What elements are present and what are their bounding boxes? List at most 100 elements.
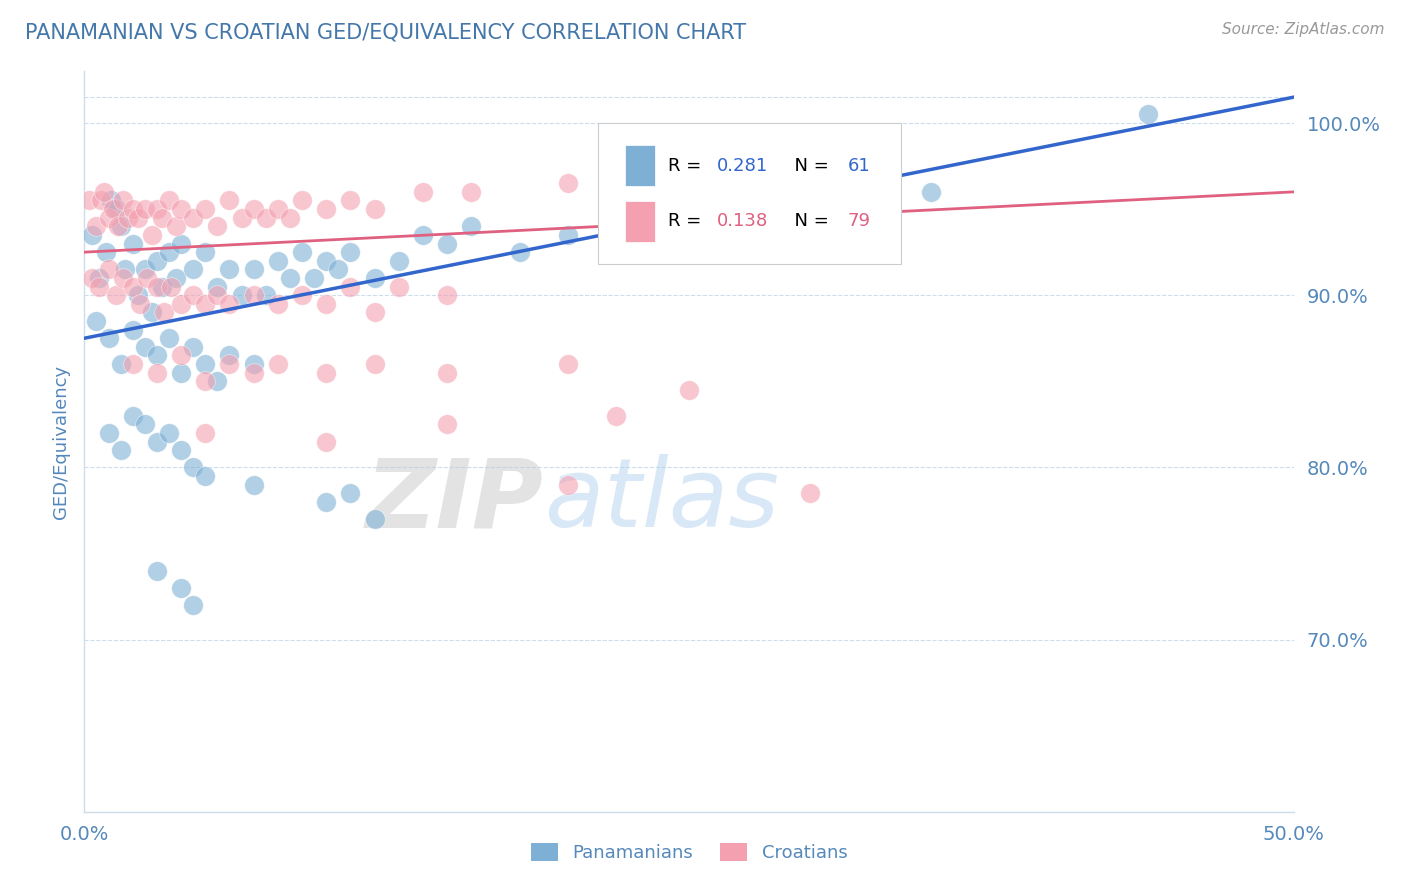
Point xyxy=(103,202,125,216)
Point xyxy=(94,245,117,260)
Point xyxy=(146,348,169,362)
Point xyxy=(134,262,156,277)
Point xyxy=(165,271,187,285)
Point xyxy=(107,219,129,234)
Point xyxy=(315,366,337,380)
Point xyxy=(157,331,180,345)
Point xyxy=(146,434,169,449)
Point xyxy=(557,357,579,371)
Point xyxy=(436,366,458,380)
Point xyxy=(110,219,132,234)
Text: Source: ZipAtlas.com: Source: ZipAtlas.com xyxy=(1222,22,1385,37)
Point xyxy=(170,443,193,458)
Point xyxy=(267,297,290,311)
Point xyxy=(218,357,240,371)
Point xyxy=(291,245,314,260)
Point xyxy=(97,425,120,440)
Point xyxy=(97,331,120,345)
Point xyxy=(121,279,143,293)
Point xyxy=(231,288,253,302)
Point xyxy=(751,202,773,216)
Point xyxy=(231,211,253,225)
Point xyxy=(77,194,100,208)
Text: N =: N = xyxy=(783,212,835,230)
Point xyxy=(557,227,579,242)
Point xyxy=(93,185,115,199)
Point xyxy=(110,357,132,371)
Point xyxy=(254,288,277,302)
Point xyxy=(181,211,204,225)
Point xyxy=(127,211,149,225)
Point xyxy=(165,219,187,234)
Point xyxy=(170,297,193,311)
Point xyxy=(141,305,163,319)
Point xyxy=(181,598,204,612)
Point xyxy=(678,383,700,397)
Point xyxy=(339,245,361,260)
Point xyxy=(194,245,217,260)
Point xyxy=(267,357,290,371)
Point xyxy=(799,486,821,500)
Text: R =: R = xyxy=(668,212,707,230)
Point xyxy=(141,227,163,242)
Legend: Panamanians, Croatians: Panamanians, Croatians xyxy=(523,836,855,870)
Point xyxy=(207,219,229,234)
Point xyxy=(104,288,127,302)
Point xyxy=(315,202,337,216)
Point xyxy=(436,288,458,302)
Point xyxy=(363,305,385,319)
Point xyxy=(112,271,135,285)
Point xyxy=(339,279,361,293)
Text: atlas: atlas xyxy=(544,454,779,548)
Point xyxy=(170,581,193,595)
Point xyxy=(218,348,240,362)
Point xyxy=(242,262,264,277)
Text: R =: R = xyxy=(668,157,707,175)
Point xyxy=(104,202,127,216)
Point xyxy=(328,262,350,277)
Point xyxy=(87,279,110,293)
Point xyxy=(112,194,135,208)
Point xyxy=(129,297,152,311)
Point xyxy=(157,425,180,440)
Point xyxy=(207,374,229,388)
Point xyxy=(146,564,169,578)
Point xyxy=(86,314,108,328)
Point xyxy=(90,194,112,208)
Point xyxy=(134,340,156,354)
Point xyxy=(302,271,325,285)
Point xyxy=(315,297,337,311)
Point xyxy=(194,425,217,440)
Point xyxy=(181,288,204,302)
Point xyxy=(242,357,264,371)
Point xyxy=(605,409,627,423)
Point xyxy=(121,236,143,251)
Point xyxy=(134,417,156,432)
Point xyxy=(80,271,103,285)
Point xyxy=(315,495,337,509)
Point xyxy=(121,357,143,371)
Point xyxy=(436,417,458,432)
Point xyxy=(86,219,108,234)
Bar xyxy=(624,201,655,242)
Point xyxy=(194,202,217,216)
Point xyxy=(920,185,942,199)
Point xyxy=(194,357,217,371)
Point xyxy=(412,227,434,242)
Point xyxy=(242,202,264,216)
Point xyxy=(242,477,264,491)
Point xyxy=(436,236,458,251)
Point xyxy=(194,374,217,388)
Point xyxy=(97,262,120,277)
Point xyxy=(799,194,821,208)
Point xyxy=(557,176,579,190)
Point xyxy=(114,262,136,277)
FancyBboxPatch shape xyxy=(599,123,901,264)
Point xyxy=(87,271,110,285)
Point xyxy=(194,297,217,311)
Point xyxy=(160,279,183,293)
Point xyxy=(218,297,240,311)
Point xyxy=(363,202,385,216)
Point xyxy=(134,202,156,216)
Point xyxy=(242,288,264,302)
